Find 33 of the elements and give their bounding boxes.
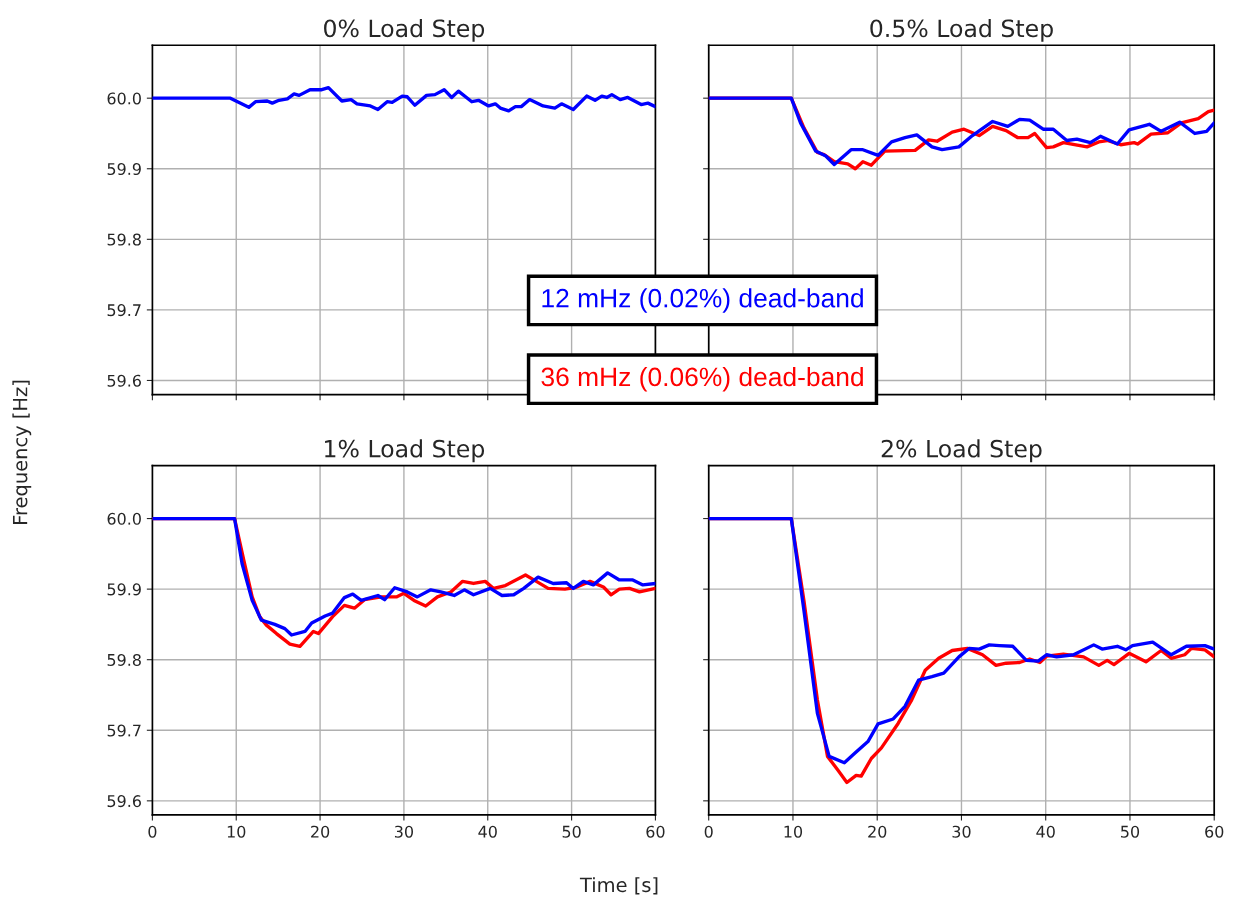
y-tick-label: 59.9 bbox=[107, 162, 141, 176]
y-tick-label: 59.6 bbox=[107, 374, 141, 387]
x-tick-label: 60 bbox=[1205, 825, 1224, 838]
y-tick-label: 60.0 bbox=[107, 92, 141, 105]
y-tick-label: 59.7 bbox=[107, 304, 141, 317]
x-tick-label: 40 bbox=[1036, 825, 1055, 838]
y-tick-label: 60.0 bbox=[107, 512, 141, 525]
x-tick-label: 60 bbox=[646, 825, 665, 838]
text: 36 mHz (0.06%) dead-band bbox=[541, 366, 863, 392]
x-tick-label: 10 bbox=[784, 825, 803, 838]
x-tick-label: 50 bbox=[1121, 825, 1140, 838]
x-tick-label: 20 bbox=[311, 825, 330, 838]
text: 12 mHz (0.02%) dead-band bbox=[542, 288, 863, 313]
y-tick-label: 59.6 bbox=[107, 795, 141, 808]
x-tick-label: 20 bbox=[868, 825, 887, 838]
chart-title: 1% Load Step bbox=[325, 439, 485, 463]
x-tick-label: 0 bbox=[148, 825, 157, 838]
x-tick-label: 40 bbox=[478, 825, 497, 838]
x-tick-label: 30 bbox=[394, 825, 414, 838]
line-series bbox=[152, 85, 656, 113]
chart-title: 2% Load Step bbox=[881, 439, 1042, 463]
x-tick-label: 50 bbox=[562, 825, 581, 838]
y-tick-label: 59.7 bbox=[107, 724, 141, 737]
x-axis-title: Time [s] bbox=[579, 877, 658, 895]
x-tick-label: 0 bbox=[704, 825, 713, 838]
x-tick-label: 10 bbox=[227, 825, 246, 838]
chart-title: 0.5% Load Step bbox=[870, 18, 1053, 42]
y-tick-label: 59.9 bbox=[107, 583, 141, 596]
chart-title: 0% Load Step bbox=[324, 18, 485, 42]
x-tick-label: 30 bbox=[952, 825, 971, 838]
y-tick-label: 59.8 bbox=[107, 653, 141, 666]
y-axis-title: Frequency [Hz] bbox=[12, 380, 32, 524]
y-tick-label: 59.8 bbox=[107, 233, 141, 246]
